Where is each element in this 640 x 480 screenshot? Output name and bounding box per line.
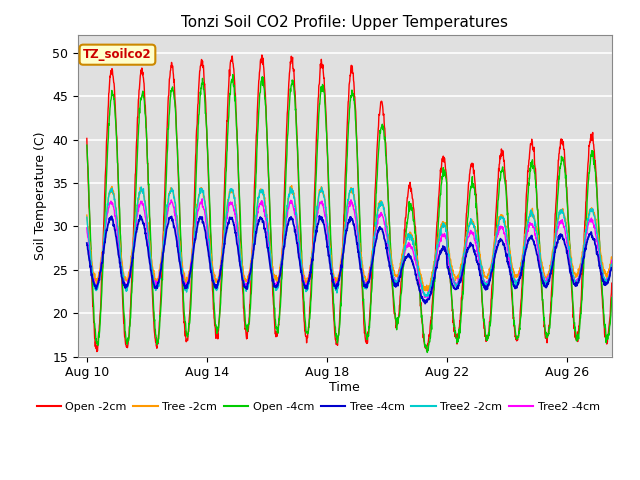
Open -4cm [424, 349, 431, 355]
Tree -4cm [83, 240, 91, 246]
Text: TZ_soilco2: TZ_soilco2 [83, 48, 152, 61]
Open -4cm [608, 295, 616, 300]
Line: Tree -4cm: Tree -4cm [87, 215, 612, 303]
Tree2 -4cm [233, 225, 241, 230]
Tree2 -4cm [273, 284, 280, 290]
Open -4cm [129, 280, 136, 286]
Tree -4cm [421, 300, 429, 306]
Open -4cm [83, 142, 91, 148]
Open -4cm [323, 140, 331, 145]
Tree -4cm [233, 240, 241, 246]
Tree -4cm [435, 253, 443, 259]
Tree -2cm [83, 212, 91, 218]
Open -2cm [129, 256, 136, 262]
Open -2cm [258, 52, 266, 58]
X-axis label: Time: Time [330, 381, 360, 394]
Line: Tree2 -4cm: Tree2 -4cm [87, 199, 612, 298]
Tree2 -2cm [138, 184, 145, 190]
Open -2cm [608, 280, 616, 286]
Open -2cm [435, 188, 443, 193]
Title: Tonzi Soil CO2 Profile: Upper Temperatures: Tonzi Soil CO2 Profile: Upper Temperatur… [181, 15, 508, 30]
Tree -2cm [608, 255, 616, 261]
Tree2 -4cm [323, 228, 331, 233]
Tree2 -2cm [422, 294, 429, 300]
Tree -2cm [424, 288, 432, 294]
Tree2 -2cm [608, 261, 616, 267]
Tree2 -2cm [273, 285, 280, 291]
Tree2 -4cm [435, 244, 443, 250]
Line: Tree2 -2cm: Tree2 -2cm [87, 187, 612, 297]
Tree -4cm [608, 265, 616, 271]
Open -4cm [435, 205, 443, 211]
Y-axis label: Soil Temperature (C): Soil Temperature (C) [33, 132, 47, 260]
Tree2 -4cm [198, 196, 206, 202]
Tree2 -2cm [282, 219, 289, 225]
Tree2 -4cm [129, 255, 136, 261]
Tree -2cm [233, 211, 241, 216]
Line: Open -4cm: Open -4cm [87, 74, 612, 352]
Tree2 -2cm [323, 219, 331, 225]
Tree -2cm [129, 247, 136, 253]
Open -2cm [282, 147, 290, 153]
Line: Tree -2cm: Tree -2cm [87, 186, 612, 291]
Open -4cm [273, 326, 280, 332]
Tree2 -2cm [233, 216, 241, 222]
Tree -4cm [282, 232, 289, 238]
Tree -2cm [323, 218, 331, 224]
Open -2cm [233, 126, 241, 132]
Open -2cm [83, 135, 91, 141]
Open -2cm [273, 330, 280, 336]
Open -2cm [93, 348, 100, 354]
Tree2 -2cm [83, 215, 91, 220]
Open -4cm [233, 128, 241, 134]
Tree -4cm [323, 240, 331, 246]
Tree2 -4cm [608, 257, 616, 263]
Tree2 -2cm [435, 236, 443, 242]
Tree -2cm [288, 183, 296, 189]
Tree -4cm [273, 283, 280, 289]
Tree2 -2cm [129, 254, 136, 260]
Tree -2cm [282, 218, 289, 224]
Tree2 -4cm [83, 225, 91, 231]
Tree2 -4cm [282, 225, 289, 231]
Open -4cm [229, 72, 237, 77]
Legend: Open -2cm, Tree -2cm, Open -4cm, Tree -4cm, Tree2 -2cm, Tree2 -4cm: Open -2cm, Tree -2cm, Open -4cm, Tree -4… [32, 397, 604, 417]
Tree2 -4cm [424, 295, 431, 301]
Tree -4cm [129, 259, 136, 265]
Tree -4cm [136, 212, 144, 218]
Open -2cm [323, 148, 331, 154]
Line: Open -2cm: Open -2cm [87, 55, 612, 351]
Tree -2cm [272, 273, 280, 278]
Tree -2cm [435, 230, 443, 236]
Open -4cm [282, 182, 289, 188]
